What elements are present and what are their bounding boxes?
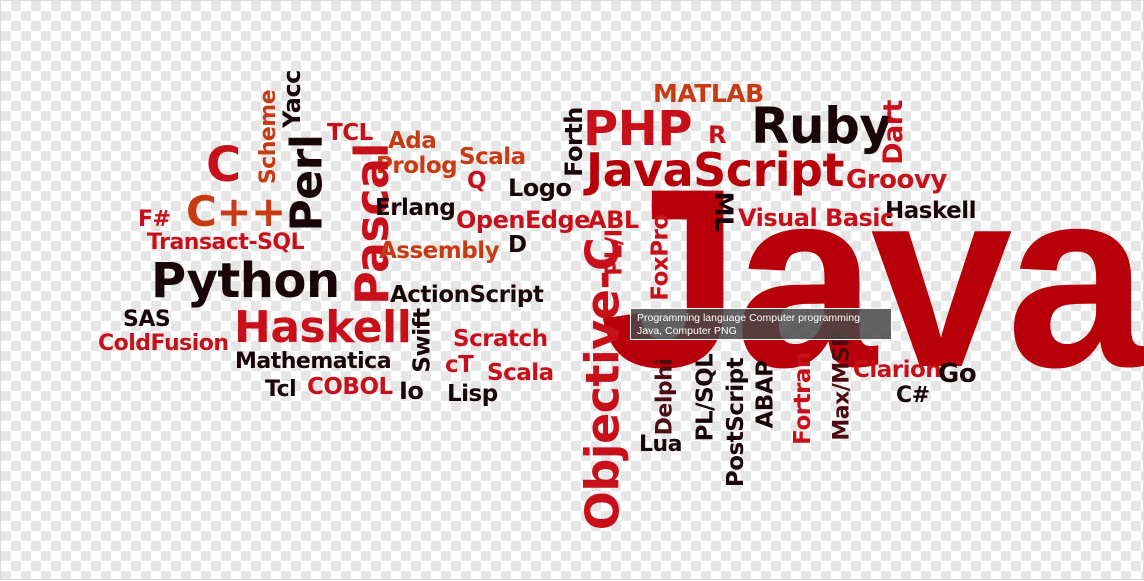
word-scala-bottom: Scala: [487, 360, 554, 386]
word-assembly: Assembly: [379, 238, 500, 264]
word-scala-top: Scala: [459, 144, 526, 170]
word-logo: Logo: [508, 174, 572, 202]
word-coldfusion: ColdFusion: [98, 331, 229, 356]
word-pascal: Pascal: [344, 143, 399, 305]
word-python: Python: [151, 253, 340, 309]
word-sas: SAS: [123, 307, 171, 332]
word-r: R: [708, 121, 726, 149]
word-lua: Lua: [639, 432, 683, 457]
word-d: D: [508, 232, 527, 258]
word-foxpro: FoxPro: [647, 214, 674, 301]
word-delphi: Delphi: [652, 358, 678, 436]
word-tcl-upper: TCL: [327, 120, 373, 146]
word-postscript: PostScript: [723, 357, 750, 488]
word-fortran: Fortran: [789, 352, 816, 445]
word-ct: cT: [445, 352, 474, 378]
word-clarion: Clarion: [853, 357, 942, 383]
word-haskell-right: Haskell: [885, 198, 977, 224]
word-visual-basic: Visual Basic: [738, 204, 894, 232]
word-plsql: PL/SQL: [692, 353, 719, 442]
word-csharp: C#: [896, 383, 930, 408]
word-perl: Perl: [281, 134, 333, 232]
word-transact-sql: Transact-SQL: [147, 230, 305, 255]
word-scratch: Scratch: [453, 326, 548, 352]
word-prolog: Prolog: [376, 153, 458, 179]
word-objective-c: Objective-C: [575, 237, 630, 531]
word-scheme: Scheme: [256, 89, 282, 185]
word-tcl-lower: Tcl: [265, 377, 297, 402]
word-ada: Ada: [388, 128, 437, 154]
word-abl: ABL: [588, 206, 639, 234]
word-java: Java: [599, 136, 1144, 421]
word-abap: ABAP: [752, 360, 779, 429]
word-mathematica: Mathematica: [235, 349, 392, 374]
word-io: Io: [399, 377, 424, 405]
word-javascript: JavaScript: [586, 143, 844, 197]
word-matlab: MATLAB: [653, 79, 764, 108]
word-ml: ML: [709, 191, 739, 232]
word-cobol: COBOL: [307, 374, 393, 400]
word-php: PHP: [583, 101, 693, 157]
word-swift: Swift: [409, 308, 436, 373]
word-lisp: Lisp: [447, 381, 498, 407]
word-dart: Dart: [877, 100, 909, 165]
word-openedge: OpenEdge: [456, 206, 590, 234]
word-ruby: Ruby: [751, 97, 892, 155]
word-q: Q: [467, 168, 487, 194]
word-c: C: [206, 137, 241, 193]
word-forth: Forth: [559, 107, 588, 177]
word-groovy: Groovy: [846, 165, 947, 195]
word-fsharp: F#: [138, 207, 171, 232]
word-maxmsp: Max/MSP: [829, 331, 855, 441]
word-go: Go: [938, 359, 977, 389]
word-erlang: Erlang: [375, 195, 456, 221]
image-tooltip: Programming language Computer programmin…: [630, 308, 892, 340]
word-cpp: C++: [186, 187, 286, 236]
word-yacc: Yacc: [277, 70, 306, 128]
word-haskell-big: Haskell: [234, 302, 412, 353]
word-actionscript: ActionScript: [390, 282, 544, 308]
